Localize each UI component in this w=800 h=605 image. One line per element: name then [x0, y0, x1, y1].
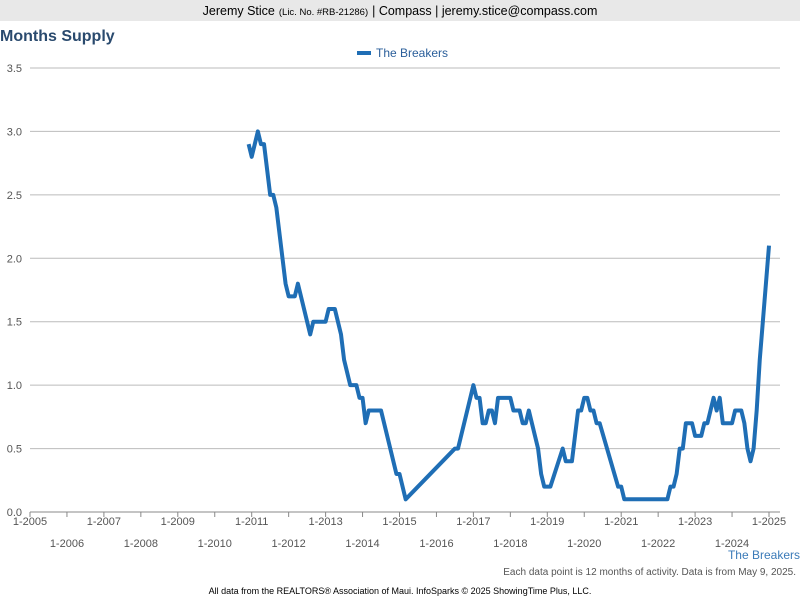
chart-title: Months Supply: [0, 28, 115, 45]
x-tick-label: 1-2009: [161, 516, 195, 528]
source: All data from the REALTORS® Association …: [209, 586, 592, 596]
x-tick-label: 1-2024: [715, 538, 749, 550]
y-tick-label: 3.0: [7, 126, 22, 138]
y-tick-label: 0.0: [7, 507, 22, 519]
x-tick-label: 1-2011: [235, 516, 268, 528]
x-tick-label: 1-2010: [198, 538, 232, 550]
y-tick-label: 1.5: [7, 317, 22, 329]
note: Each data point is 12 months of activity…: [503, 567, 796, 578]
x-tick-label: 1-2007: [87, 516, 121, 528]
x-tick-label: 1-2021: [604, 516, 638, 528]
y-tick-label: 0.5: [7, 444, 22, 456]
y-tick-label: 3.5: [7, 63, 22, 75]
y-tick-label: 2.5: [7, 190, 22, 202]
header-rest: | Compass | jeremy.stice@compass.com: [372, 4, 597, 18]
header-text: Jeremy Stice (Lic. No. #RB-21286) | Compas…: [203, 4, 598, 18]
header-bar: [0, 0, 800, 21]
series-line: [246, 129, 771, 502]
x-tick-label: 1-2022: [641, 538, 675, 550]
x-tick-label: 1-2020: [567, 538, 601, 550]
x-tick-label: 1-2014: [345, 538, 379, 550]
agent-name: Jeremy Stice: [203, 4, 275, 18]
x-tick-label: 1-2008: [124, 538, 158, 550]
x-tick-label: 1-2005: [13, 516, 47, 528]
x-tick-label: 1-2023: [678, 516, 712, 528]
x-tick-label: 1-2013: [308, 516, 342, 528]
x-tick-label: 1-2016: [419, 538, 453, 550]
x-tick-label: 1-2025: [752, 516, 786, 528]
x-tick-label: 1-2017: [456, 516, 490, 528]
license: (Lic. No. #RB-21286): [279, 7, 368, 18]
x-tick-label: 1-2019: [530, 516, 564, 528]
legend-label: The Breakers: [376, 46, 448, 60]
series-caption: The Breakers: [728, 548, 800, 562]
y-tick-label: 1.0: [7, 380, 22, 392]
x-tick-label: 1-2012: [272, 538, 306, 550]
x-tick-label: 1-2018: [493, 538, 527, 550]
y-tick-label: 2.0: [7, 253, 22, 265]
x-tick-label: 1-2006: [50, 538, 84, 550]
x-tick-label: 1-2015: [382, 516, 416, 528]
